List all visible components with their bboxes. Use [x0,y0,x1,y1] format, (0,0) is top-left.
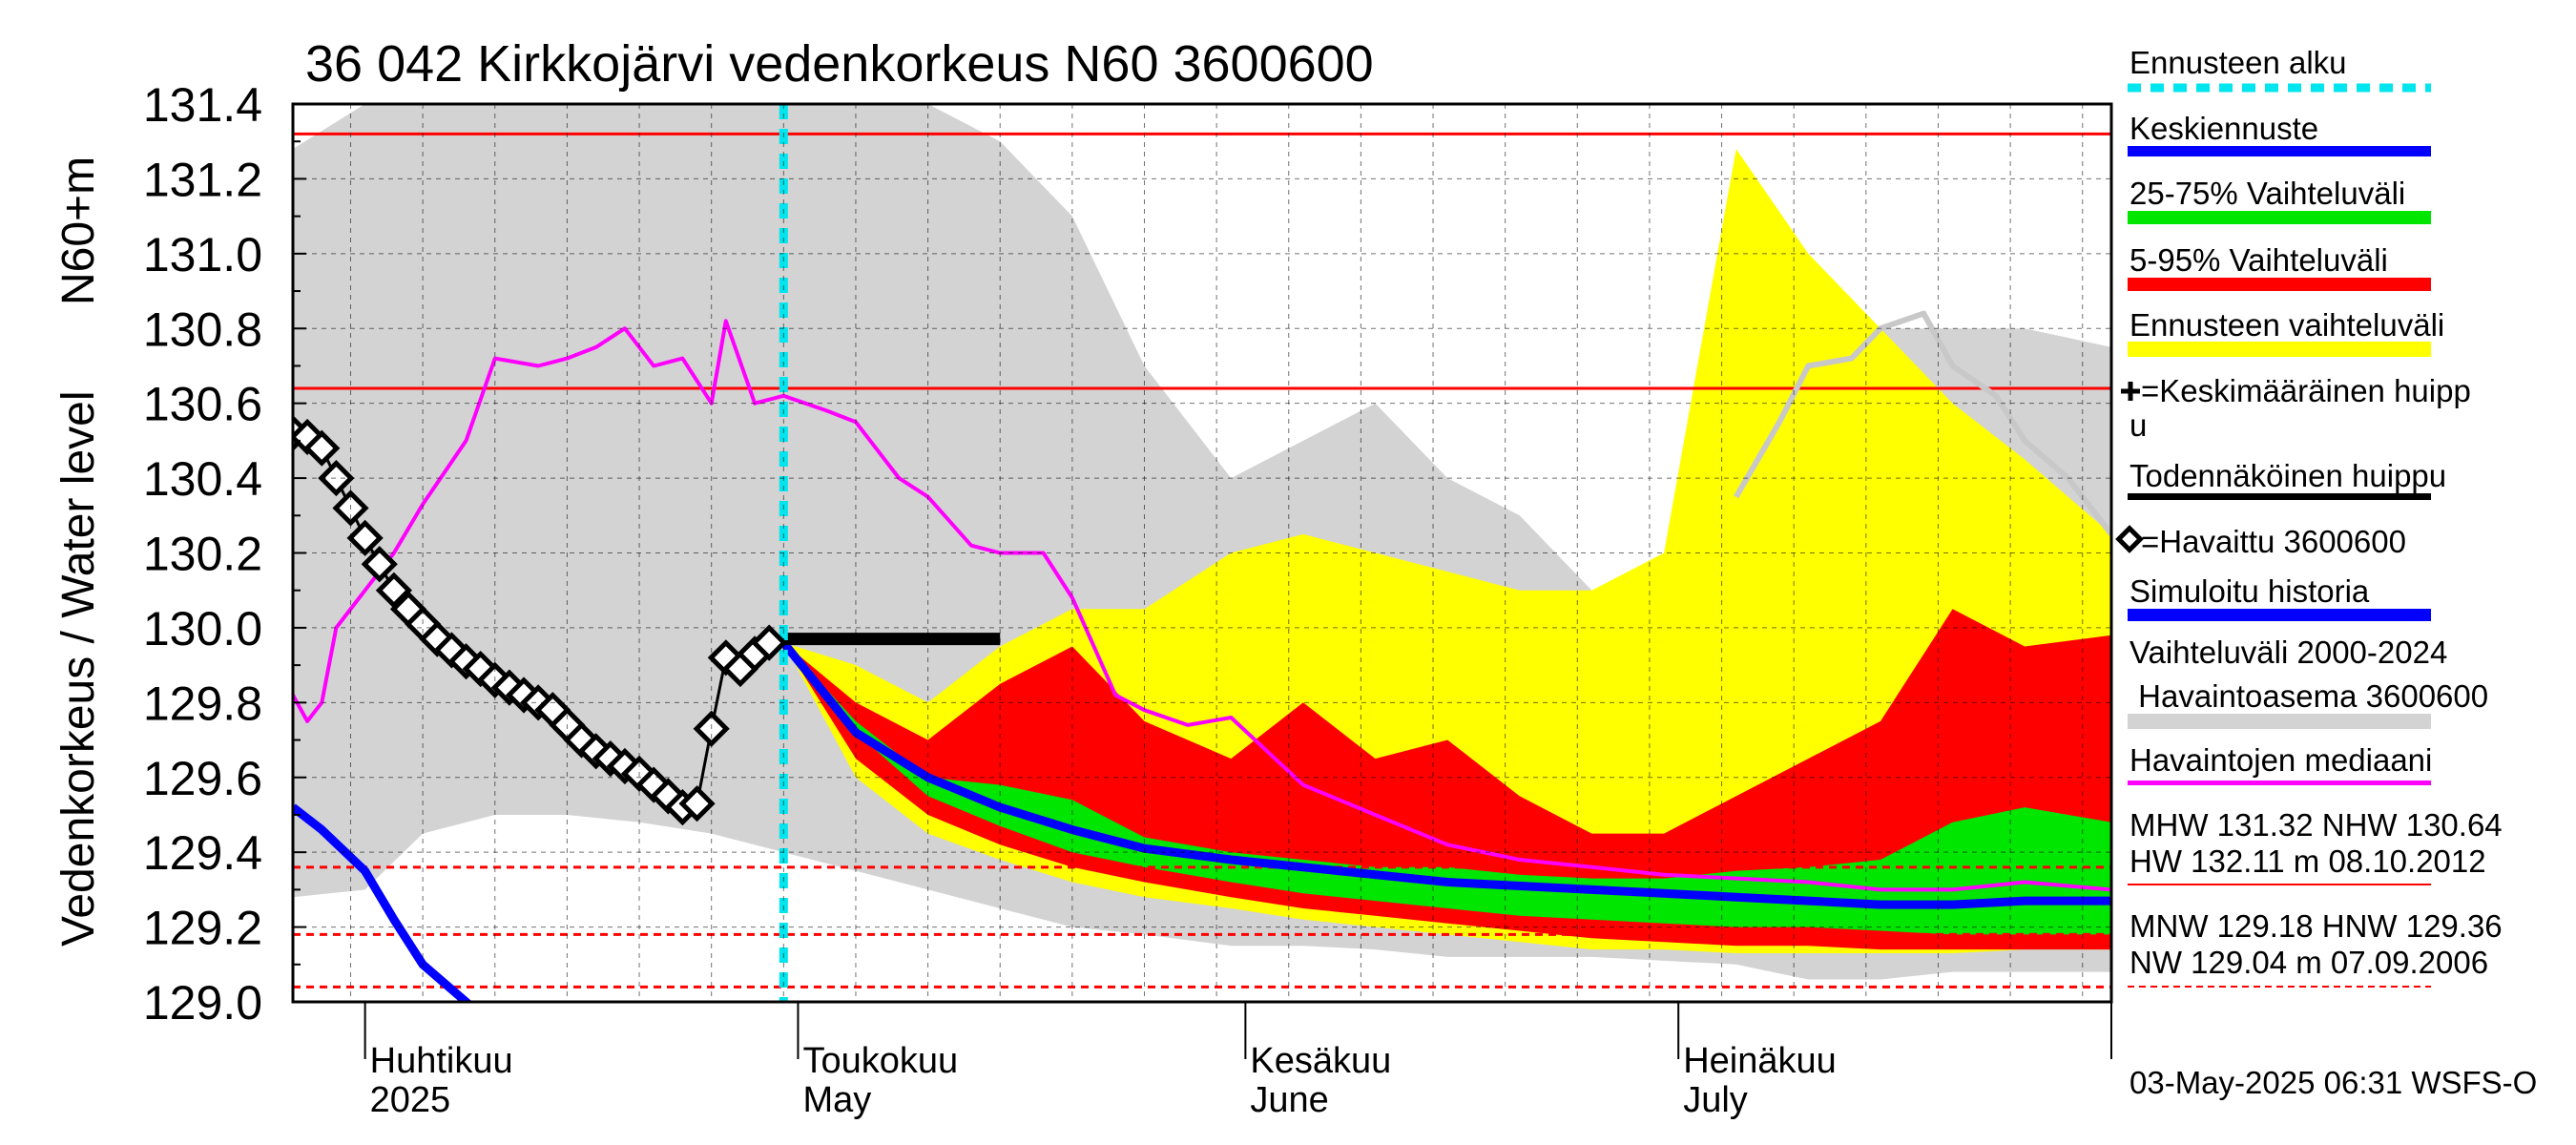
legend-stats-2: HW 132.11 m 08.10.2012 [2129,843,2486,879]
month-label-fi: Kesäkuu [1250,1041,1391,1081]
legend-label-forecast-range: Ennusteen vaihteluväli [2129,307,2444,343]
month-label-en: May [802,1080,871,1120]
legend-label-mean-peak-cont: u [2129,407,2147,443]
legend: Ennusteen alku Keskiennuste 25-75% Vaiht… [2115,45,2503,988]
month-label-fi: Heinäkuu [1683,1041,1837,1081]
legend-label-probable-peak: Todennäköinen huippu [2129,458,2446,493]
legend-swatch-median-forecast [2128,146,2431,156]
plot-area [293,104,2111,1002]
observed-point [678,785,716,822]
legend-stats-4: NW 129.04 m 07.09.2006 [2129,945,2488,980]
y-tick-label: 130.6 [143,378,262,431]
legend-label-observed: =Havaittu 3600600 [2141,524,2406,559]
y-tick-label: 130.8 [143,302,262,356]
legend-label-observed-median: Havaintojen mediaani [2129,742,2432,778]
month-label-en: July [1683,1080,1748,1120]
y-tick-label: 129.8 [143,677,262,730]
legend-swatch-forecast-range [2128,342,2431,357]
legend-label-hist-range-2: Havaintoasema 3600600 [2129,678,2488,714]
observed-point [318,459,355,497]
y-tick-label: 130.0 [143,602,262,656]
observed-point [303,429,341,467]
legend-stats-1: MHW 131.32 NHW 130.64 [2129,807,2503,843]
legend-label-forecast-start: Ennusteen alku [2129,45,2347,80]
y-tick-label: 131.0 [143,228,262,281]
observed-point [346,519,384,556]
month-label-fi: Toukokuu [802,1041,958,1081]
y-tick-label: 129.2 [143,902,262,955]
observed-median-line [293,319,2111,892]
y-tick-label: 131.2 [143,153,262,206]
y-tick-label: 129.4 [143,826,262,880]
observed-point [361,546,398,583]
plot-frame [291,102,2113,1004]
historical-station-line [1734,310,2111,536]
y-tick-label: 130.4 [143,452,262,506]
simulated-history-line [293,803,473,1002]
legend-label-median-forecast: Keskiennuste [2129,111,2318,146]
observed-point [375,572,412,609]
plus-icon [2121,382,2140,401]
y-tick-label: 129.0 [143,976,262,1030]
month-label-en: 2025 [370,1080,451,1120]
y-tick-label: 129.6 [143,752,262,805]
legend-label-hist-range-1: Vaihteluväli 2000-2024 [2129,635,2447,670]
legend-swatch-hist-range [2128,714,2431,729]
month-label-en: June [1250,1080,1328,1120]
y-axis-unit: N60+m [53,156,104,305]
legend-swatch-range-5-95 [2128,278,2431,291]
legend-swatch-range-25-75 [2128,211,2431,224]
observed-point [751,624,788,661]
legend-swatch-observed-median [2128,781,2431,785]
legend-stats-3: MNW 129.18 HNW 129.36 [2129,908,2503,944]
axes: 129.0 129.2 129.4 129.6 129.8 130.0 130.2 130.4… [143,78,2113,1120]
legend-label-range-5-95: 5-95% Vaihteluväli [2129,242,2388,278]
month-label-fi: Huhtikuu [370,1041,513,1081]
legend-label-mean-peak: =Keskimääräinen huipp [2141,373,2471,408]
diamond-icon [2115,525,2144,553]
footer-timestamp: 03-May-2025 06:31 WSFS-O [2129,1065,2537,1100]
y-tick-label: 130.2 [143,528,262,581]
median-forecast-line [779,639,2111,909]
legend-label-range-25-75: 25-75% Vaihteluväli [2129,176,2405,211]
y-axis-label: Vedenkorkeus / Water level [53,390,104,947]
legend-swatch-simulated [2128,609,2431,621]
y-tick-label: 131.4 [143,78,262,132]
legend-swatch-probable-peak [2128,493,2431,500]
chart-title: 36 042 Kirkkojärvi vedenkorkeus N60 3600… [305,35,1374,93]
legend-label-simulated: Simuloitu historia [2129,573,2370,609]
